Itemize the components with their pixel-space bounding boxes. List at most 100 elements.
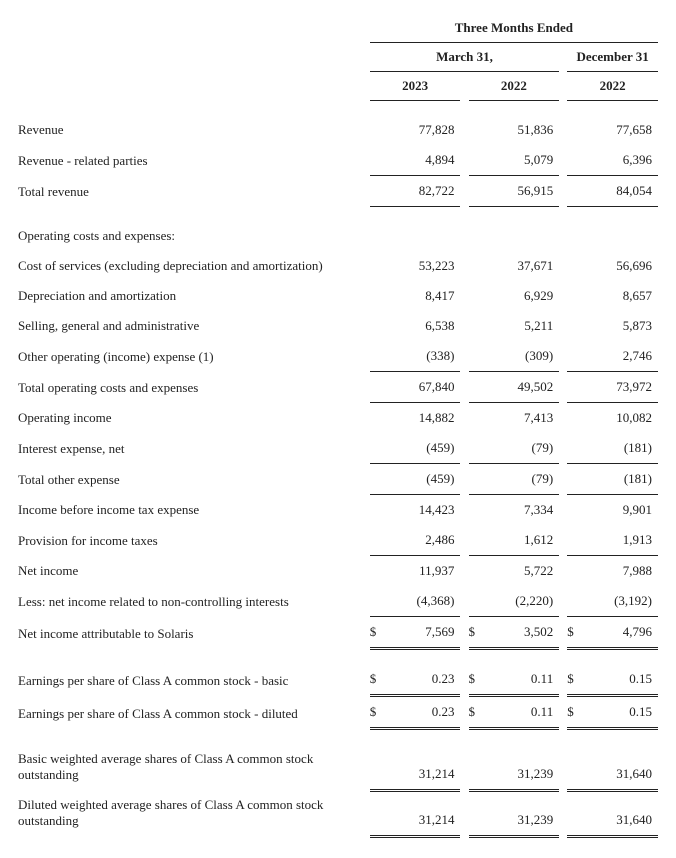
value-cell: 0.15 [581, 696, 658, 729]
currency-cell [370, 556, 384, 587]
value-cell: 67,840 [384, 372, 461, 403]
row-label: Revenue - related parties [18, 145, 370, 176]
currency-cell [370, 115, 384, 145]
currency-cell: $ [370, 664, 384, 696]
currency-cell: $ [469, 664, 483, 696]
table-row: Operating costs and expenses: [18, 221, 658, 251]
currency-cell [567, 586, 581, 617]
row-label: Operating income [18, 403, 370, 434]
year-3: 2022 [567, 72, 658, 101]
currency-cell [469, 403, 483, 434]
currency-cell [370, 433, 384, 464]
income-statement-table: Three Months Ended March 31, December 31… [18, 20, 658, 838]
currency-cell: $ [567, 617, 581, 649]
currency-cell [370, 495, 384, 526]
value-cell: (338) [384, 341, 461, 372]
currency-cell [370, 525, 384, 556]
value-cell: (79) [483, 433, 560, 464]
currency-cell: $ [370, 696, 384, 729]
currency-cell [370, 403, 384, 434]
table-row: Net income attributable to Solaris $ 7,5… [18, 617, 658, 649]
sub-header-right: December 31 [567, 43, 658, 72]
row-label: Provision for income taxes [18, 525, 370, 556]
currency-cell [567, 281, 581, 311]
value-cell: 84,054 [581, 176, 658, 207]
row-label: Total revenue [18, 176, 370, 207]
currency-cell [469, 433, 483, 464]
currency-cell [469, 176, 483, 207]
value-cell: 0.23 [384, 696, 461, 729]
currency-cell: $ [567, 664, 581, 696]
row-label: Total operating costs and expenses [18, 372, 370, 403]
value-cell: 5,211 [483, 311, 560, 341]
value-cell: 56,915 [483, 176, 560, 207]
currency-cell [567, 790, 581, 836]
year-2: 2022 [469, 72, 560, 101]
value-cell: 7,334 [483, 495, 560, 526]
value-cell: 6,929 [483, 281, 560, 311]
value-cell: 3,502 [483, 617, 560, 649]
value-cell: 0.11 [483, 696, 560, 729]
table-row: Earnings per share of Class A common sto… [18, 696, 658, 729]
value-cell: (79) [483, 464, 560, 495]
value-cell: (181) [581, 433, 658, 464]
value-cell: 7,569 [384, 617, 461, 649]
currency-cell: $ [370, 617, 384, 649]
currency-cell [567, 403, 581, 434]
currency-cell [469, 281, 483, 311]
currency-cell [469, 372, 483, 403]
value-cell: 14,882 [384, 403, 461, 434]
currency-cell: $ [567, 696, 581, 729]
value-cell: 82,722 [384, 176, 461, 207]
table-row: Provision for income taxes 2,486 1,612 1… [18, 525, 658, 556]
currency-cell [370, 372, 384, 403]
table-row: Depreciation and amortization 8,417 6,92… [18, 281, 658, 311]
value-cell: 31,214 [384, 790, 461, 836]
value-cell: 1,913 [581, 525, 658, 556]
currency-cell [469, 586, 483, 617]
table-row: Interest expense, net (459) (79) (181) [18, 433, 658, 464]
row-label: Diluted weighted average shares of Class… [18, 790, 370, 836]
table-row: Cost of services (excluding depreciation… [18, 251, 658, 281]
currency-cell [370, 311, 384, 341]
value-cell: (459) [384, 433, 461, 464]
currency-cell [370, 341, 384, 372]
table-row: Total operating costs and expenses 67,84… [18, 372, 658, 403]
currency-cell [567, 311, 581, 341]
currency-cell [469, 744, 483, 790]
value-cell: 11,937 [384, 556, 461, 587]
currency-cell: $ [469, 696, 483, 729]
currency-cell [469, 115, 483, 145]
row-label: Selling, general and administrative [18, 311, 370, 341]
row-label: Depreciation and amortization [18, 281, 370, 311]
value-cell: 1,612 [483, 525, 560, 556]
row-label: Less: net income related to non-controll… [18, 586, 370, 617]
table-row: Diluted weighted average shares of Class… [18, 790, 658, 836]
value-cell: 53,223 [384, 251, 461, 281]
value-cell: 0.15 [581, 664, 658, 696]
currency-cell [567, 115, 581, 145]
value-cell: (459) [384, 464, 461, 495]
blank-cell [18, 72, 370, 101]
value-cell: 2,746 [581, 341, 658, 372]
currency-cell [469, 341, 483, 372]
currency-cell [469, 464, 483, 495]
value-cell: 56,696 [581, 251, 658, 281]
table-row: Selling, general and administrative 6,53… [18, 311, 658, 341]
table-row: Revenue 77,828 51,836 77,658 [18, 115, 658, 145]
value-cell: 51,836 [483, 115, 560, 145]
value-cell: 73,972 [581, 372, 658, 403]
currency-cell [469, 790, 483, 836]
table-row: Total other expense (459) (79) (181) [18, 464, 658, 495]
currency-cell [370, 251, 384, 281]
value-cell: 6,396 [581, 145, 658, 176]
value-cell: 7,988 [581, 556, 658, 587]
value-cell: (181) [581, 464, 658, 495]
currency-cell [370, 281, 384, 311]
sub-header-left: March 31, [370, 43, 559, 72]
value-cell: 5,873 [581, 311, 658, 341]
currency-cell [567, 464, 581, 495]
value-cell: 4,796 [581, 617, 658, 649]
blank-cell [18, 43, 370, 72]
currency-cell [370, 790, 384, 836]
